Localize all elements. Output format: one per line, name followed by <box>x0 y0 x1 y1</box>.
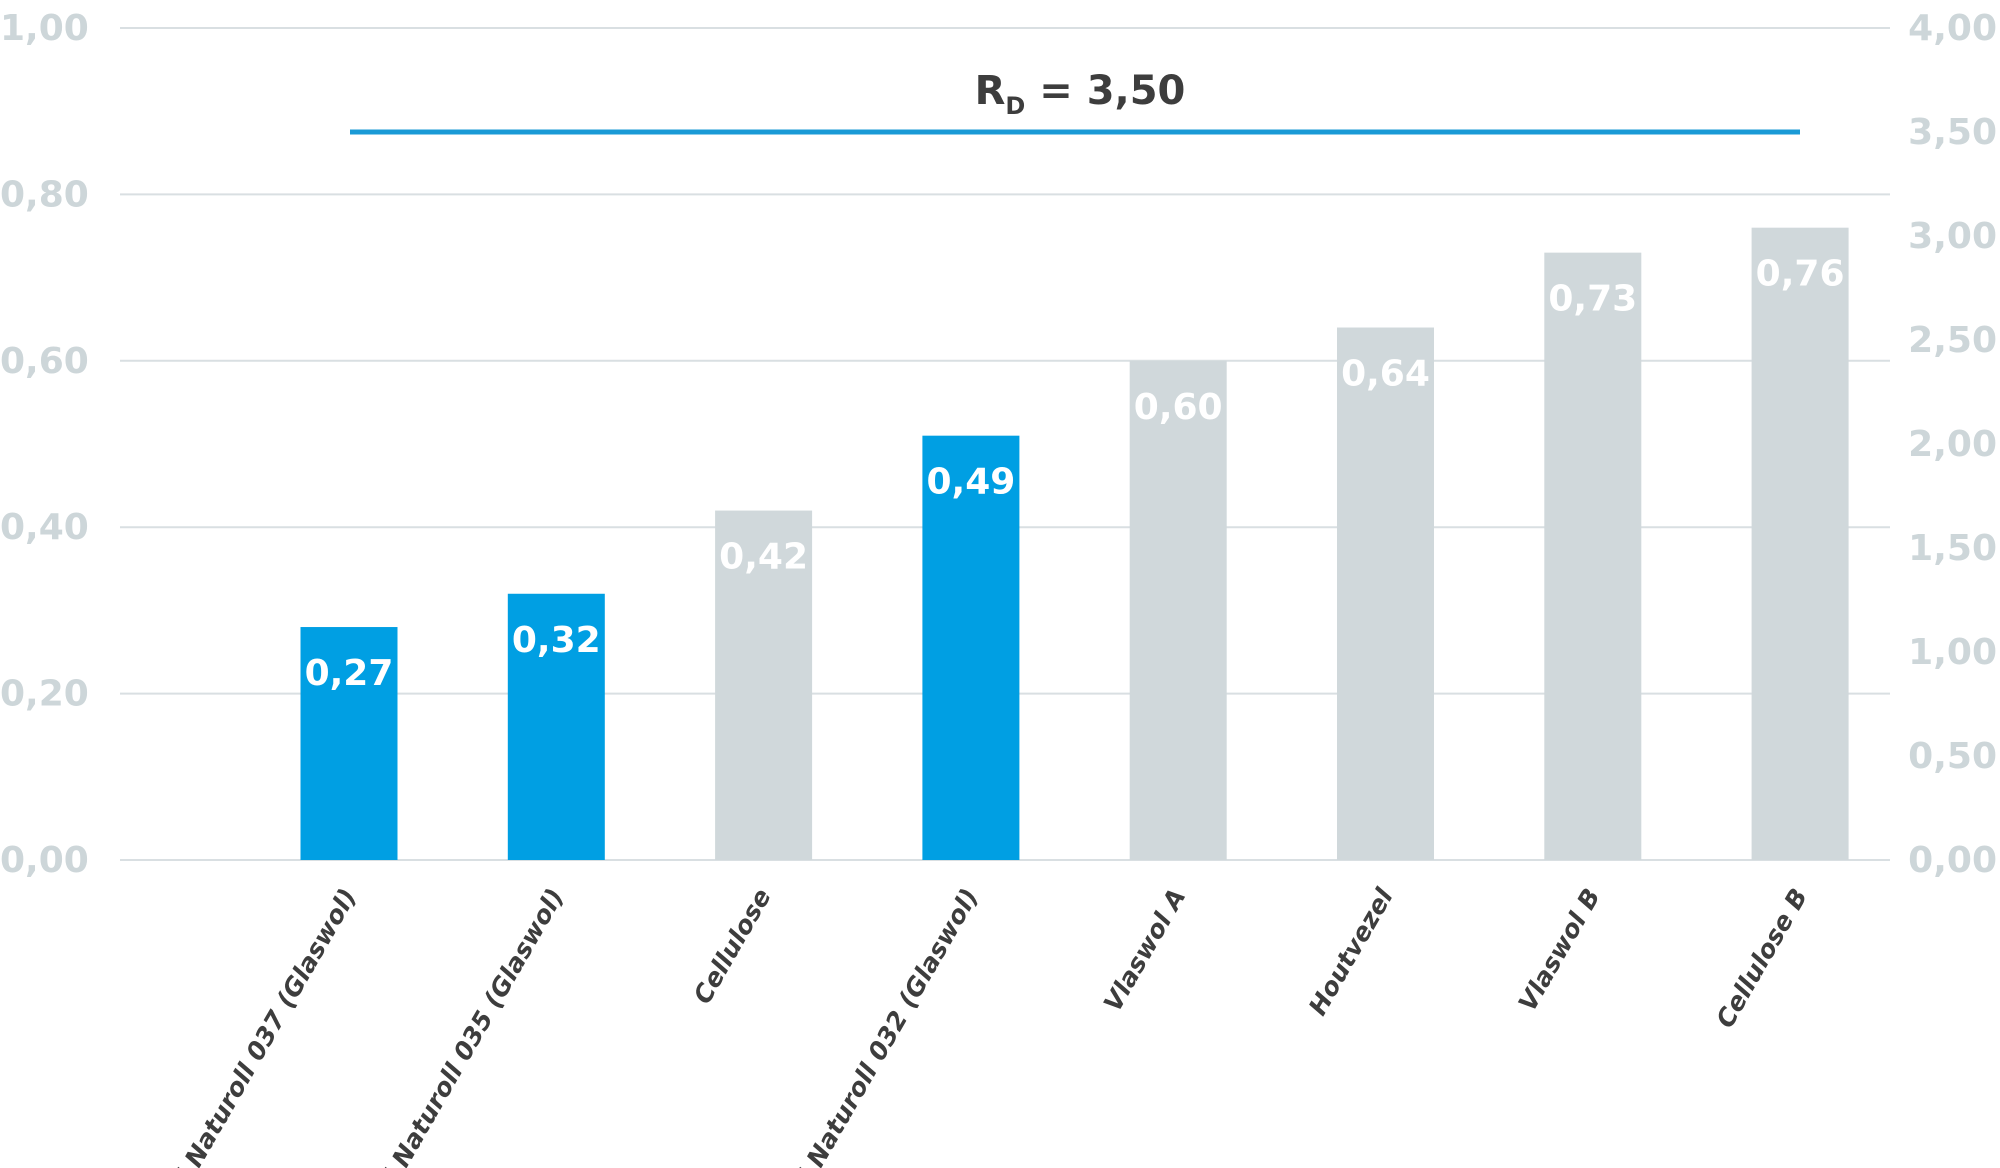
left-tick-label: 1,00 <box>0 8 89 49</box>
left-y-axis: 0,00 0,20 0,40 0,60 0,80 1,00 <box>0 8 89 881</box>
bar <box>300 627 398 860</box>
bar-value-label: 0,60 <box>1134 387 1223 428</box>
bars <box>300 227 1849 860</box>
right-tick-label: 2,50 <box>1908 320 1997 361</box>
category-label: Kl Naturoll 037 (Glaswol) <box>161 884 363 1168</box>
bar <box>1337 327 1434 860</box>
left-tick-label: 0,60 <box>0 341 89 382</box>
left-tick-label: 0,80 <box>0 174 89 215</box>
right-tick-label: 3,00 <box>1908 216 1997 257</box>
category-label: Vlaswol B <box>1513 884 1606 1017</box>
reference-line-label: RD = 3,50 <box>975 68 1186 120</box>
bar <box>1129 360 1227 860</box>
reference-label-main: R <box>975 68 1006 114</box>
left-tick-label: 0,00 <box>0 840 89 881</box>
right-y-axis: 0,00 0,50 1,00 1,50 2,00 2,50 3,00 3,50 4,00 <box>1908 8 1997 881</box>
bar-value-labels: 0,27 0,32 0,42 0,49 0,60 0,64 0,73 0,76 <box>305 254 1845 694</box>
bar <box>922 435 1020 860</box>
reference-line-group: RD = 3,50 <box>350 68 1800 135</box>
category-label: Houtvezel <box>1303 883 1399 1020</box>
category-label: Cellulose B <box>1710 884 1813 1033</box>
category-label: Vlaswol A <box>1098 884 1191 1017</box>
bar <box>507 593 605 860</box>
bar-value-label: 0,73 <box>1548 279 1637 320</box>
bar-value-label: 0,49 <box>926 462 1015 503</box>
bar <box>1751 227 1849 860</box>
category-label: Kl Naturoll 032 (Glaswol) <box>782 884 984 1168</box>
right-tick-label: 3,50 <box>1908 112 1997 153</box>
right-tick-label: 4,00 <box>1908 8 1997 49</box>
bar-value-label: 0,32 <box>512 620 601 661</box>
bar-value-label: 0,27 <box>305 653 394 694</box>
left-tick-label: 0,20 <box>0 674 89 715</box>
bar-value-label: 0,42 <box>719 537 808 578</box>
reference-label-value: = 3,50 <box>1025 68 1185 114</box>
bar <box>715 510 813 860</box>
reference-label-subscript: D <box>1005 92 1025 120</box>
right-tick-label: 0,00 <box>1908 840 1997 881</box>
right-tick-label: 0,50 <box>1908 736 1997 777</box>
bar <box>1544 252 1642 860</box>
category-label: Kl Naturoll 035 (Glaswol) <box>368 884 570 1168</box>
right-tick-label: 1,00 <box>1908 632 1997 673</box>
right-tick-label: 2,00 <box>1908 424 1997 465</box>
bar-value-label: 0,76 <box>1756 254 1845 295</box>
bar-value-label: 0,64 <box>1341 354 1430 395</box>
category-label: Cellulose <box>688 884 777 1009</box>
right-tick-label: 1,50 <box>1908 528 1997 569</box>
left-tick-label: 0,40 <box>0 507 89 548</box>
category-labels: Kl Naturoll 037 (Glaswol) Kl Naturoll 035… <box>161 883 1814 1168</box>
